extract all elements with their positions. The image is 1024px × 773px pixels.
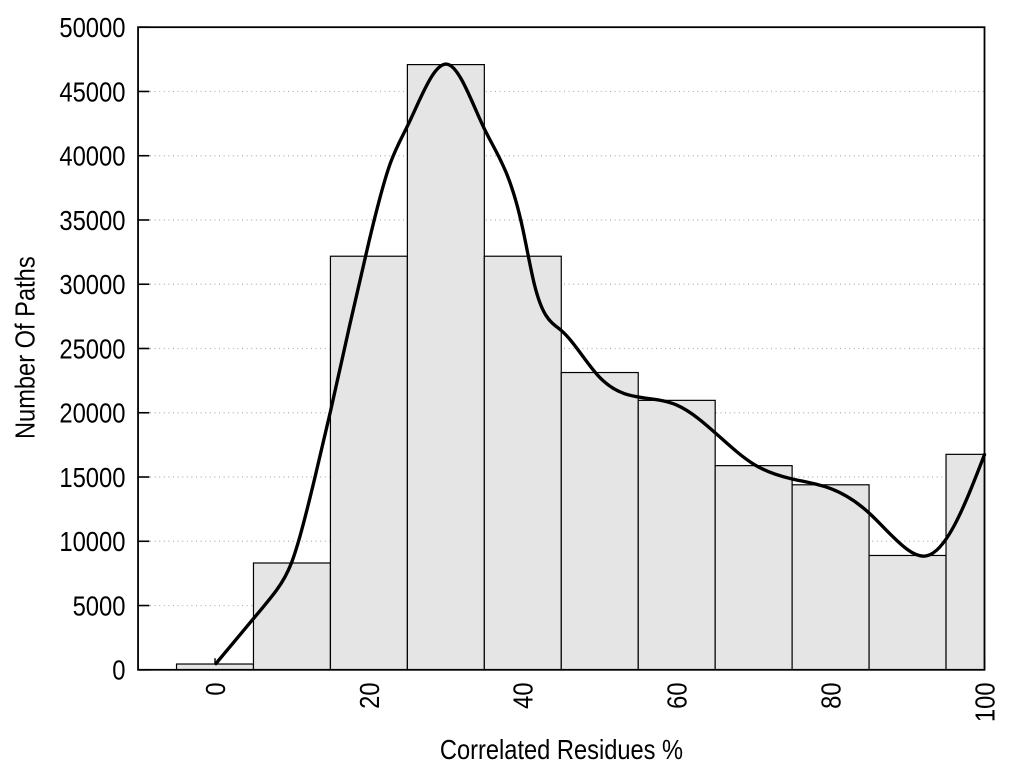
svg-text:Number Of Paths: Number Of Paths (11, 256, 41, 439)
svg-text:Correlated Residues %: Correlated Residues % (440, 735, 683, 765)
svg-text:20: 20 (353, 682, 385, 708)
svg-text:15000: 15000 (59, 461, 125, 493)
svg-text:40: 40 (507, 682, 539, 708)
svg-text:10000: 10000 (59, 525, 125, 557)
svg-text:0: 0 (112, 654, 125, 686)
svg-text:80: 80 (815, 682, 847, 708)
svg-text:100: 100 (969, 682, 1001, 722)
svg-text:5000: 5000 (73, 590, 126, 622)
svg-text:20000: 20000 (59, 397, 125, 429)
svg-text:30000: 30000 (59, 268, 125, 300)
svg-text:60: 60 (661, 682, 693, 708)
svg-text:40000: 40000 (59, 140, 125, 172)
svg-text:45000: 45000 (59, 76, 125, 108)
svg-text:25000: 25000 (59, 333, 125, 365)
svg-text:50000: 50000 (59, 11, 125, 43)
svg-text:35000: 35000 (59, 204, 125, 236)
svg-text:0: 0 (199, 682, 231, 695)
